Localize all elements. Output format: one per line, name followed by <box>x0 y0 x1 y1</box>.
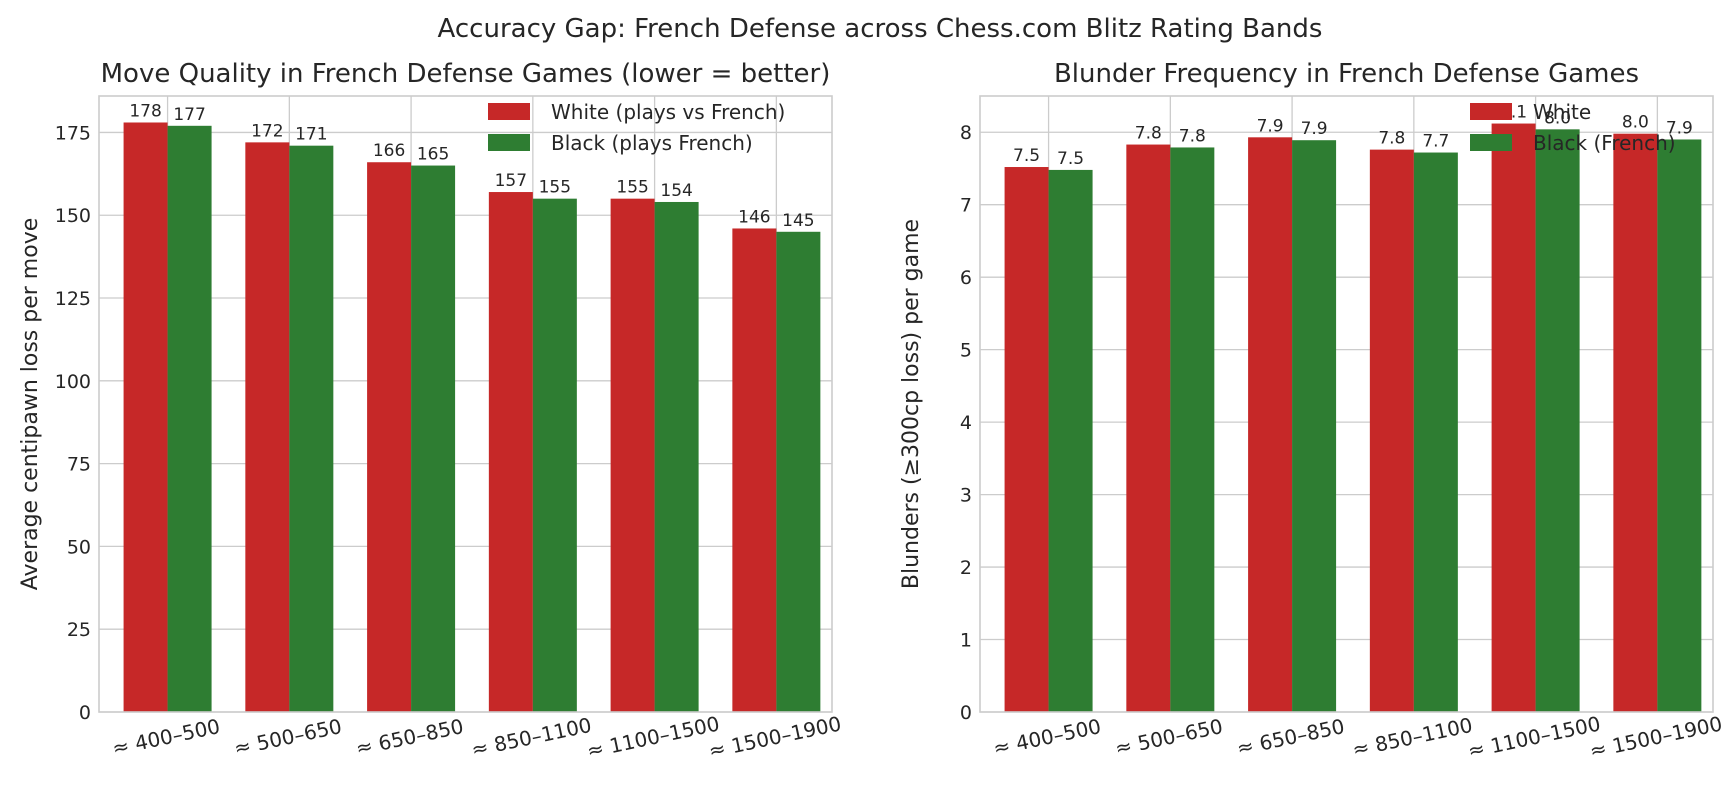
chart1-ylabel: Average centipawn loss per move <box>18 218 43 591</box>
chart2-ytick-label: 2 <box>960 557 972 579</box>
chart1-ytick-label: 50 <box>67 536 91 558</box>
chart1-xtick-label: ≈ 650–850 <box>354 714 466 760</box>
chart2-bar-black <box>1535 129 1580 712</box>
chart2-bar-white <box>1248 137 1293 713</box>
chart1-bar-value-label: 171 <box>295 125 327 145</box>
chart1-legend-label: Black (plays French) <box>551 131 753 155</box>
chart1-bar-black <box>654 201 699 712</box>
chart2-ytick-label: 7 <box>960 195 972 217</box>
chart2-axes-frame <box>979 95 1714 713</box>
chart1-ytick-label: 75 <box>67 454 91 476</box>
chart2-ytick-label: 5 <box>960 340 972 362</box>
chart2-legend: White Black (French) <box>1470 100 1676 155</box>
chart2-ylabel: Blunders (≥300cp loss) per game <box>899 219 924 589</box>
chart2-bar-value-label: 7.9 <box>1257 116 1284 136</box>
chart1-xtick-label: ≈ 1100–1500 <box>585 711 722 763</box>
chart1-bar-value-label: 177 <box>173 105 205 125</box>
chart1-ytick-label: 150 <box>55 205 91 227</box>
chart2-bar-value-label: 7.5 <box>1013 146 1040 166</box>
chart1-bar-black <box>776 231 821 712</box>
chart1-bar-value-label: 145 <box>782 211 814 231</box>
chart1-bar-value-label: 157 <box>495 171 527 191</box>
chart1-ytick-label: 175 <box>55 122 91 144</box>
chart1-axes-frame <box>98 95 833 713</box>
chart2-xtick-label: ≈ 650–850 <box>1235 714 1347 760</box>
chart1-bar-white <box>123 122 168 712</box>
chart1-legend-swatch <box>488 103 530 120</box>
chart1-bar-value-label: 154 <box>660 181 692 201</box>
chart2-bar-white <box>1004 167 1049 712</box>
chart2-bar-value-label: 7.9 <box>1666 118 1693 138</box>
chart2-legend-label: White <box>1533 100 1591 124</box>
chart2-bar-white <box>1126 144 1171 712</box>
chart2-xtick-label: ≈ 1100–1500 <box>1466 711 1603 763</box>
chart1-bar-value-label: 146 <box>738 207 770 227</box>
chart1-ytick-label: 25 <box>67 619 91 641</box>
chart2-xtick-label: ≈ 500–650 <box>1113 714 1225 760</box>
chart2-bar-value-label: 7.8 <box>1378 129 1405 149</box>
chart2-bar-white <box>1369 149 1414 712</box>
chart1-panel: 0 25 50 75 100 125 150 175 178 172 166 157 155 146 177… <box>18 59 843 763</box>
chart1-bar-black <box>532 198 577 712</box>
chart1-bar-black <box>411 165 456 712</box>
chart2-ytick-label: 3 <box>960 485 972 507</box>
chart2-bar-black <box>1292 140 1337 713</box>
chart1-bar-white <box>245 142 290 712</box>
chart2-xtick-label: ≈ 850–1100 <box>1350 713 1475 762</box>
chart2-bar-value-label: 7.7 <box>1422 132 1449 152</box>
chart2-bar-black <box>1413 152 1458 713</box>
chart1-xtick-label: ≈ 850–1100 <box>469 713 594 762</box>
chart2-bar-value-label: 7.8 <box>1135 124 1162 144</box>
chart2-bar-black <box>1657 139 1702 712</box>
chart1-ytick-label: 100 <box>55 371 91 393</box>
chart1-xtick-label: ≈ 1500–1900 <box>706 711 843 763</box>
chart2-bar-value-label: 8.0 <box>1622 113 1649 133</box>
chart2-ytick-label: 0 <box>960 702 972 724</box>
chart1-bar-value-label: 178 <box>129 101 161 121</box>
chart2-bar-black <box>1170 147 1215 713</box>
chart1-bar-white <box>732 228 777 712</box>
chart2-ytick-label: 1 <box>960 630 972 652</box>
chart2-bar-white <box>1491 123 1536 713</box>
chart2-bar-value-label: 8.0 <box>1544 108 1571 128</box>
chart1-ytick-label: 0 <box>79 702 91 724</box>
chart2-xtick-label: ≈ 400–500 <box>991 714 1103 760</box>
chart1-xtick-label: ≈ 500–650 <box>232 714 344 760</box>
chart2-bar-value-label: 7.8 <box>1179 126 1206 146</box>
chart1-title: Move Quality in French Defense Games (lo… <box>101 59 831 89</box>
chart2-bar-black <box>1048 169 1093 713</box>
chart1-bar-value-label: 165 <box>417 145 449 165</box>
chart2-bar-white <box>1613 133 1658 713</box>
chart2-title: Blunder Frequency in French Defense Game… <box>1054 59 1639 89</box>
chart1-bar-value-label: 155 <box>539 178 571 198</box>
chart1-legend-swatch <box>488 134 530 151</box>
chart1-bar-white <box>488 192 533 712</box>
chart1-bar-white <box>610 198 655 712</box>
chart1-bar-black <box>167 125 212 712</box>
chart2-bar-value-label: 7.9 <box>1301 119 1328 139</box>
chart1-bar-black <box>289 145 334 712</box>
chart2-legend-label: Black (French) <box>1533 131 1676 155</box>
chart1-xtick-label: ≈ 400–500 <box>110 714 222 760</box>
chart2-legend-swatch <box>1470 103 1512 120</box>
chart2-ytick-label: 8 <box>960 122 972 144</box>
chart2-ytick-label: 4 <box>960 412 972 434</box>
chart1-ytick-label: 125 <box>55 288 91 310</box>
chart2-bar-value-label: 7.5 <box>1057 149 1084 169</box>
chart1-bar-value-label: 166 <box>373 141 405 161</box>
chart1-bar-white <box>367 162 412 712</box>
chart2-legend-swatch <box>1470 134 1512 151</box>
chart1-bar-value-label: 172 <box>251 121 283 141</box>
chart2-xtick-label: ≈ 1500–1900 <box>1587 711 1724 763</box>
chart1-legend: White (plays vs French) Black (plays Fren… <box>488 100 785 155</box>
figure-title: Accuracy Gap: French Defense across Ches… <box>438 14 1323 44</box>
chart1-bar-value-label: 155 <box>616 178 648 198</box>
chart1-legend-label: White (plays vs French) <box>551 100 785 124</box>
chart2-ytick-label: 6 <box>960 267 972 289</box>
